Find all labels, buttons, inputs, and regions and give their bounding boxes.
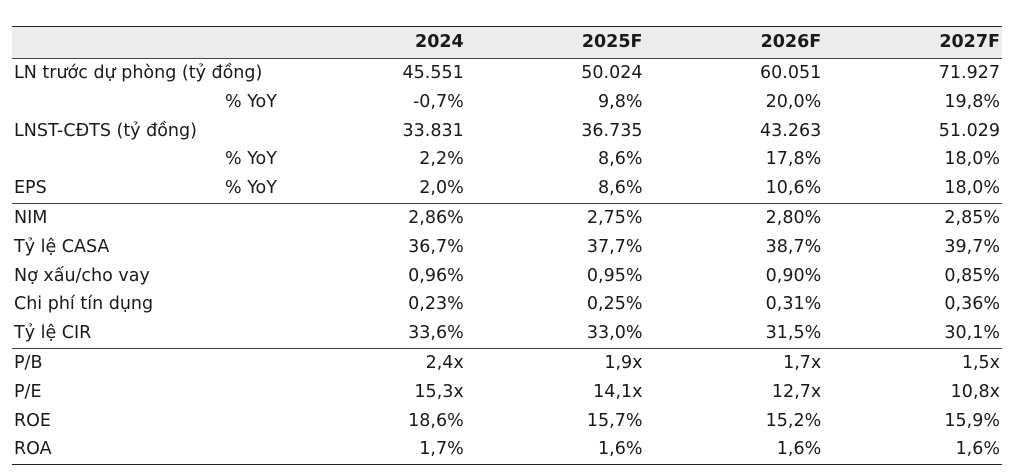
cell-value: 15,3x bbox=[414, 381, 464, 402]
table-row: Nợ xấu/cho vay 0,96% 0,95% 0,90% 0,85% bbox=[12, 262, 1002, 291]
row-sublabel: % YoY bbox=[225, 149, 277, 170]
table-row: ROE 18,6% 15,7% 15,2% 15,9% bbox=[12, 407, 1002, 436]
row-label: Nợ xấu/cho vay bbox=[14, 265, 150, 286]
cell-value: 0,36% bbox=[944, 294, 1000, 315]
cell-value: 0,23% bbox=[408, 294, 464, 315]
cell-value: 2,2% bbox=[419, 149, 464, 170]
cell-value: 2,85% bbox=[823, 202, 1002, 233]
cell-value: 0,96% bbox=[408, 265, 464, 286]
forecast-table-container: 2024 2025F 2026F 2027F LN trước dự phòng… bbox=[12, 26, 1002, 466]
cell-value: 50.024 bbox=[581, 63, 643, 83]
cell-value: 30,1% bbox=[944, 323, 1000, 344]
row-label: LN trước dự phòng (tỷ đồng) bbox=[14, 63, 263, 83]
table-row: Tỷ lệ CIR 33,6% 33,0% 31,5% 30,1% bbox=[12, 319, 1002, 348]
row-label: ROE bbox=[14, 410, 51, 431]
cell-value: 1,5x bbox=[823, 347, 1002, 378]
cell-value: 10,6% bbox=[765, 178, 822, 199]
cell-value: 1,6% bbox=[644, 435, 824, 466]
cell-value: 18,6% bbox=[408, 410, 464, 431]
row-sublabel: % YoY bbox=[225, 91, 277, 112]
cell-value: 9,8% bbox=[598, 91, 643, 112]
cell-value: 38,7% bbox=[765, 236, 822, 257]
cell-value: 39,7% bbox=[944, 236, 1000, 257]
cell-value: 2,86% bbox=[287, 202, 466, 233]
cell-value: -0,7% bbox=[412, 91, 464, 112]
table-row: NIM 2,86% 2,75% 2,80% 2,85% bbox=[12, 202, 1002, 233]
cell-value: 18,0% bbox=[944, 149, 1000, 170]
header-year: 2027F bbox=[823, 26, 1002, 59]
cell-value: 17,8% bbox=[765, 149, 822, 170]
header-blank-cell bbox=[12, 26, 187, 59]
table-row: Chi phí tín dụng 0,23% 0,25% 0,31% 0,36% bbox=[12, 290, 1002, 319]
cell-value: 15,9% bbox=[944, 410, 1000, 431]
cell-value: 1,6% bbox=[465, 435, 645, 466]
cell-value: 2,80% bbox=[644, 202, 824, 233]
row-label: P/B bbox=[12, 347, 287, 378]
cell-value: 10,8x bbox=[950, 381, 1000, 402]
table-row: LNST-CĐTS (tỷ đồng) 33.831 36.735 43.263… bbox=[12, 117, 1002, 146]
cell-value: 51.029 bbox=[938, 120, 1000, 141]
table-row: % YoY 2,2% 8,6% 17,8% 18,0% bbox=[12, 145, 1002, 174]
row-label: LNST-CĐTS (tỷ đồng) bbox=[14, 120, 197, 141]
header-year: 2025F bbox=[465, 26, 645, 59]
cell-value: 1,7x bbox=[644, 347, 824, 378]
row-label bbox=[12, 88, 187, 117]
header-year: 2024 bbox=[287, 26, 466, 59]
cell-value: 14,1x bbox=[593, 381, 643, 402]
cell-value: 43.263 bbox=[760, 120, 822, 141]
table-header: 2024 2025F 2026F 2027F bbox=[12, 26, 1002, 59]
row-label: P/E bbox=[14, 381, 42, 402]
table-row: ROA 1,7% 1,6% 1,6% 1,6% bbox=[12, 435, 1002, 466]
cell-value: 15,7% bbox=[586, 410, 643, 431]
cell-value: 2,75% bbox=[465, 202, 645, 233]
cell-value: 0,95% bbox=[586, 265, 643, 286]
table-row: P/E 15,3x 14,1x 12,7x 10,8x bbox=[12, 378, 1002, 407]
table-row: EPS % YoY 2,0% 8,6% 10,6% 18,0% bbox=[12, 174, 1002, 203]
row-sublabel: % YoY bbox=[225, 178, 277, 199]
cell-value: 33,0% bbox=[586, 323, 643, 344]
financial-forecast-table: 2024 2025F 2026F 2027F LN trước dự phòng… bbox=[12, 26, 1002, 466]
row-label: EPS bbox=[14, 178, 47, 199]
row-label: Tỷ lệ CASA bbox=[14, 236, 110, 257]
table-row: P/B 2,4x 1,9x 1,7x 1,5x bbox=[12, 347, 1002, 378]
header-blank-cell bbox=[187, 26, 287, 59]
cell-value: 33,6% bbox=[408, 323, 464, 344]
cell-value: 36,7% bbox=[408, 236, 464, 257]
cell-value: 20,0% bbox=[765, 91, 822, 112]
cell-value: 8,6% bbox=[598, 149, 643, 170]
cell-value: 18,0% bbox=[944, 178, 1000, 199]
cell-value: 0,85% bbox=[944, 265, 1000, 286]
cell-value: 12,7x bbox=[771, 381, 822, 402]
row-label: ROA bbox=[12, 435, 287, 466]
table-row: LN trước dự phòng (tỷ đồng) 45.551 50.02… bbox=[12, 59, 1002, 88]
cell-value: 8,6% bbox=[598, 178, 643, 199]
cell-value: 1,7% bbox=[287, 435, 466, 466]
cell-value: 0,90% bbox=[765, 265, 822, 286]
table-row: % YoY -0,7% 9,8% 20,0% 19,8% bbox=[12, 88, 1002, 117]
row-label bbox=[12, 145, 187, 174]
table-row: Tỷ lệ CASA 36,7% 37,7% 38,7% 39,7% bbox=[12, 233, 1002, 262]
row-label: Chi phí tín dụng bbox=[14, 294, 154, 315]
cell-value: 33.831 bbox=[402, 120, 464, 141]
cell-value: 1,9x bbox=[465, 347, 645, 378]
cell-value: 36.735 bbox=[581, 120, 643, 141]
cell-value: 2,0% bbox=[419, 178, 464, 199]
cell-value: 31,5% bbox=[765, 323, 822, 344]
cell-value: 0,25% bbox=[586, 294, 643, 315]
header-year: 2026F bbox=[644, 26, 824, 59]
cell-value: 19,8% bbox=[944, 91, 1000, 112]
header-row: 2024 2025F 2026F 2027F bbox=[12, 26, 1002, 59]
cell-value: 15,2% bbox=[765, 410, 822, 431]
cell-value: 60.051 bbox=[760, 63, 822, 83]
cell-value: 37,7% bbox=[586, 236, 643, 257]
cell-value: 71.927 bbox=[938, 63, 1000, 83]
row-label: NIM bbox=[12, 202, 287, 233]
row-label: Tỷ lệ CIR bbox=[14, 323, 92, 344]
cell-value: 1,6% bbox=[823, 435, 1002, 466]
cell-value: 0,31% bbox=[765, 294, 822, 315]
cell-value: 45.551 bbox=[402, 63, 464, 83]
cell-value: 2,4x bbox=[287, 347, 466, 378]
